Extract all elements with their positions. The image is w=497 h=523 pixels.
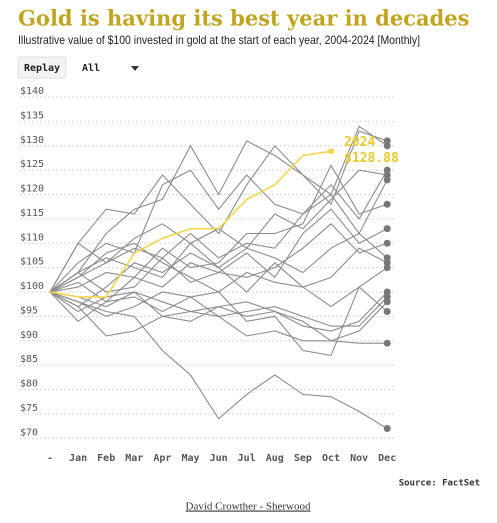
chart-subtitle: Illustrative value of $100 invested in g… [18, 33, 420, 47]
series-line [49, 169, 388, 293]
x-tick-label: Jul [238, 453, 256, 464]
x-tick-label: - [47, 453, 53, 464]
x-tick-label: Nov [350, 453, 368, 464]
end-dot [383, 288, 391, 296]
y-tick-label: $140 [20, 86, 44, 97]
x-tick-label: May [181, 453, 199, 464]
y-tick-label: $90 [20, 330, 38, 341]
value-label: $128.88 [344, 151, 399, 166]
credit: David Crowther - Sherwood [186, 501, 311, 513]
y-tick-label: $100 [20, 281, 44, 292]
end-dot [383, 137, 391, 145]
end-dot [383, 176, 391, 184]
end-dot [383, 225, 391, 233]
series-line [49, 208, 388, 293]
y-tick-label: $125 [20, 159, 44, 170]
series-line [49, 130, 388, 293]
end-dot [383, 425, 391, 433]
dropdown-arrow[interactable] [131, 66, 139, 71]
end-dot [383, 259, 391, 267]
x-tick-label: Jan [69, 453, 87, 464]
y-tick-label: $80 [20, 379, 38, 390]
x-tick-label: Jun [210, 453, 228, 464]
y-tick-label: $95 [20, 305, 38, 316]
end-dot [383, 171, 391, 179]
series-label: 2024 [344, 135, 375, 150]
y-tick-label: $75 [20, 403, 38, 414]
y-tick-label: $70 [20, 427, 38, 438]
filter-label[interactable]: All [82, 63, 100, 74]
end-dot [383, 293, 391, 301]
y-tick-label: $105 [20, 257, 44, 268]
x-tick-label: Mar [125, 453, 143, 464]
end-dot [383, 308, 391, 316]
x-tick-label: Aug [266, 453, 284, 464]
end-dot [383, 166, 391, 174]
x-tick-label: Apr [153, 453, 171, 464]
y-tick-label: $110 [20, 232, 44, 243]
end-dot [383, 254, 391, 262]
end-dot [383, 339, 391, 347]
y-tick-label: $85 [20, 354, 38, 365]
filter-select[interactable] [73, 56, 147, 79]
end-dot [383, 239, 391, 247]
series-line [49, 179, 388, 293]
x-tick-label: Sep [294, 453, 312, 464]
end-dot [383, 264, 391, 272]
y-tick-label: $130 [20, 135, 44, 146]
source: Source: FactSet [399, 479, 480, 489]
replay-label[interactable]: Replay [24, 63, 60, 74]
y-tick-label: $120 [20, 184, 44, 195]
chart-title: Gold is having its best year in decades [18, 6, 469, 31]
series-line [49, 232, 388, 308]
end-dot [328, 148, 334, 155]
end-dot [383, 298, 391, 306]
highlight-line [49, 150, 332, 298]
series-line [49, 291, 388, 429]
series-line [49, 164, 388, 293]
x-tick-label: Oct [322, 453, 340, 464]
replay-button[interactable] [17, 56, 67, 79]
end-dot [383, 200, 391, 208]
series-line [49, 286, 388, 357]
x-tick-label: Feb [97, 453, 115, 464]
y-tick-label: $115 [20, 208, 44, 219]
series-line [49, 242, 388, 293]
series-line [49, 291, 388, 344]
x-tick-label: Dec [378, 453, 396, 464]
y-tick-label: $135 [20, 110, 44, 121]
end-dot [383, 142, 391, 150]
